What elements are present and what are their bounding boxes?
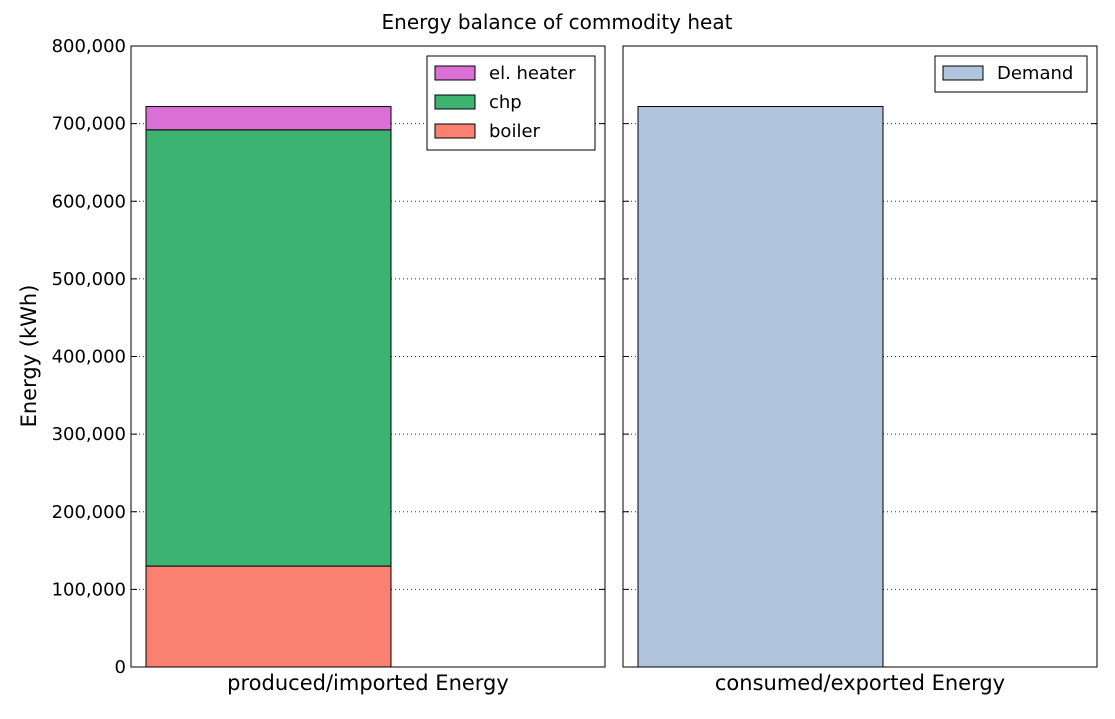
y-axis-label: Energy (kWh) (17, 285, 41, 428)
y-tick-label: 400,000 (52, 347, 126, 368)
y-tick-label: 0 (115, 657, 126, 678)
plot-frame (622, 45, 1098, 668)
legend-label: Demand (997, 63, 1073, 84)
legend-label: chp (489, 92, 522, 113)
plot-frame (130, 45, 606, 668)
bar-segment-boiler (145, 565, 392, 668)
y-tick-label: 200,000 (52, 502, 126, 523)
x-category-label: consumed/exported Energy (715, 671, 1005, 695)
panel-1: 0 100,000 200,000 300,000 400,000 500,000 600,… (52, 36, 606, 695)
legend-label: boiler (489, 121, 541, 142)
legend-swatch (434, 123, 476, 139)
bar-segment-chp (145, 129, 392, 567)
y-tick-label: 300,000 (52, 424, 126, 445)
bar-segment-demand (637, 106, 884, 668)
legend-swatch (434, 65, 476, 81)
y-tick-label: 100,000 (52, 579, 126, 600)
plot-layer: 0 100,000 200,000 300,000 400,000 500,000 600,… (52, 36, 1098, 695)
bar-segment-el-heater (145, 106, 392, 131)
legend: Demand (934, 55, 1088, 93)
y-tick-label: 800,000 (52, 36, 126, 57)
legend: el. heater chp boiler (426, 55, 596, 151)
legend-swatch (434, 94, 476, 110)
legend-swatch (942, 65, 984, 81)
panel-2: consumed/exported Energy Demand (622, 45, 1098, 695)
chart-title: Energy balance of commodity heat (382, 10, 733, 34)
x-category-label: produced/imported Energy (227, 671, 509, 695)
y-tick-label: 500,000 (52, 269, 126, 290)
y-tick-label: 600,000 (52, 191, 126, 212)
y-tick-label: 700,000 (52, 114, 126, 135)
legend-label: el. heater (489, 63, 576, 84)
